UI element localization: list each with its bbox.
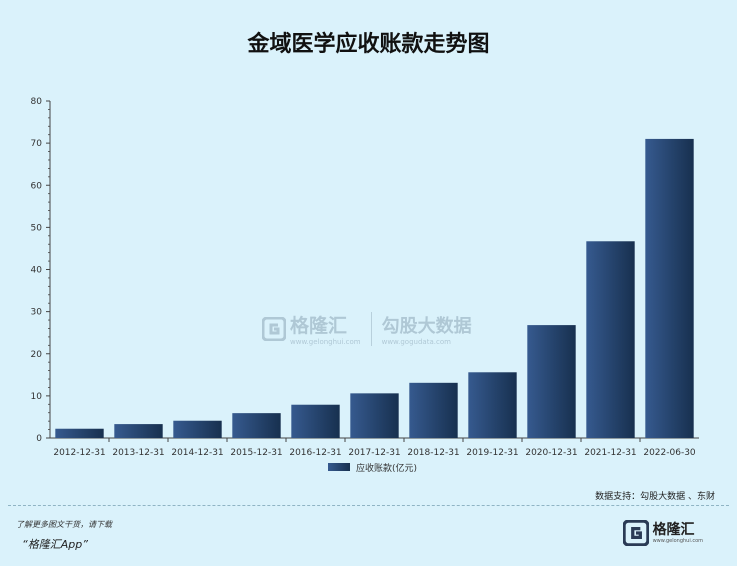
x-tick-label: 2014-12-31 — [171, 448, 223, 458]
bar — [350, 393, 399, 438]
data-source: 数据支持：勾股大数据 、东财 — [595, 492, 715, 502]
y-tick-label: 20 — [31, 350, 43, 360]
y-tick-label: 10 — [31, 392, 43, 402]
y-tick-label: 40 — [31, 266, 43, 276]
y-tick-label: 70 — [31, 139, 43, 149]
y-tick-label: 60 — [31, 181, 43, 191]
legend-label: 应收账款(亿元) — [356, 462, 417, 474]
watermark-name: 格隆汇 — [290, 315, 348, 337]
bar — [586, 241, 635, 438]
brand-name: 格隆汇 — [652, 522, 695, 538]
x-tick-label: 2022-06-30 — [643, 448, 696, 458]
bar — [232, 413, 281, 438]
watermark-divider — [370, 311, 372, 346]
x-tick-label: 2015-12-31 — [230, 448, 282, 458]
x-tick-label: 2018-12-31 — [407, 448, 459, 458]
x-tick-label: 2020-12-31 — [525, 448, 577, 458]
x-tick-label: 2012-12-31 — [53, 448, 105, 458]
y-tick-label: 30 — [31, 308, 43, 318]
bar — [527, 325, 576, 438]
bar — [645, 138, 694, 438]
bar — [409, 382, 458, 438]
bar — [291, 404, 340, 438]
bar — [55, 428, 104, 438]
watermark-partner: 勾股大数据 — [381, 315, 472, 337]
bar-chart: 0 10 20 30 40 50 60 70 80 2012-12-31 2013-12-31 201… — [31, 97, 699, 474]
legend: 应收账款(亿元) — [328, 462, 417, 474]
x-tick-label: 2013-12-31 — [112, 448, 164, 458]
bar — [468, 372, 517, 438]
watermark-partner-url: www.gogudata.com — [381, 337, 451, 346]
bar — [173, 420, 222, 438]
gelonghui-brand-icon — [622, 520, 649, 546]
brand-logo: 格隆汇 www.gelonghui.com — [622, 520, 703, 546]
watermark-url: www.gelonghui.com — [290, 338, 361, 346]
y-tick-label: 0 — [36, 434, 42, 444]
brand-url: www.gelonghui.com — [652, 538, 703, 544]
bar — [114, 424, 163, 438]
footer-divider — [8, 505, 729, 506]
bars — [55, 138, 694, 438]
x-tick-label: 2021-12-31 — [584, 448, 636, 458]
footer-download-prompt: 了解更多图文干货，请下载 — [16, 520, 112, 529]
legend-swatch — [328, 463, 350, 471]
y-tick-label: 80 — [31, 97, 43, 107]
gelonghui-logo-icon — [262, 316, 286, 341]
y-tick-label: 50 — [31, 223, 43, 233]
chart-title: 金域医学应收账款走势图 — [247, 32, 490, 57]
x-tick-label: 2016-12-31 — [289, 448, 341, 458]
footer-app-name: “格隆汇App” — [22, 538, 88, 551]
watermark: 格隆汇 www.gelonghui.com 勾股大数据 www.gogudata… — [262, 311, 472, 346]
x-tick-label: 2017-12-31 — [348, 448, 400, 458]
x-tick-label: 2019-12-31 — [466, 448, 518, 458]
